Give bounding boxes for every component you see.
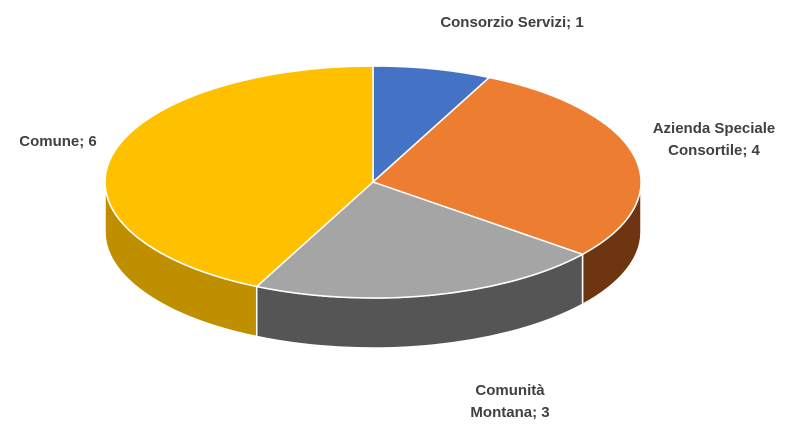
slice (255, 181, 585, 299)
data-label: Consorzio Servizi; 1 (440, 14, 584, 31)
data-label: Comune; 6 (19, 133, 97, 150)
data-label: Azienda Speciale Consortile; 4 (652, 120, 776, 159)
data-label: Comunità Montana; 3 (470, 382, 550, 421)
slice (372, 65, 491, 184)
slice (104, 65, 374, 288)
slice (371, 76, 642, 256)
